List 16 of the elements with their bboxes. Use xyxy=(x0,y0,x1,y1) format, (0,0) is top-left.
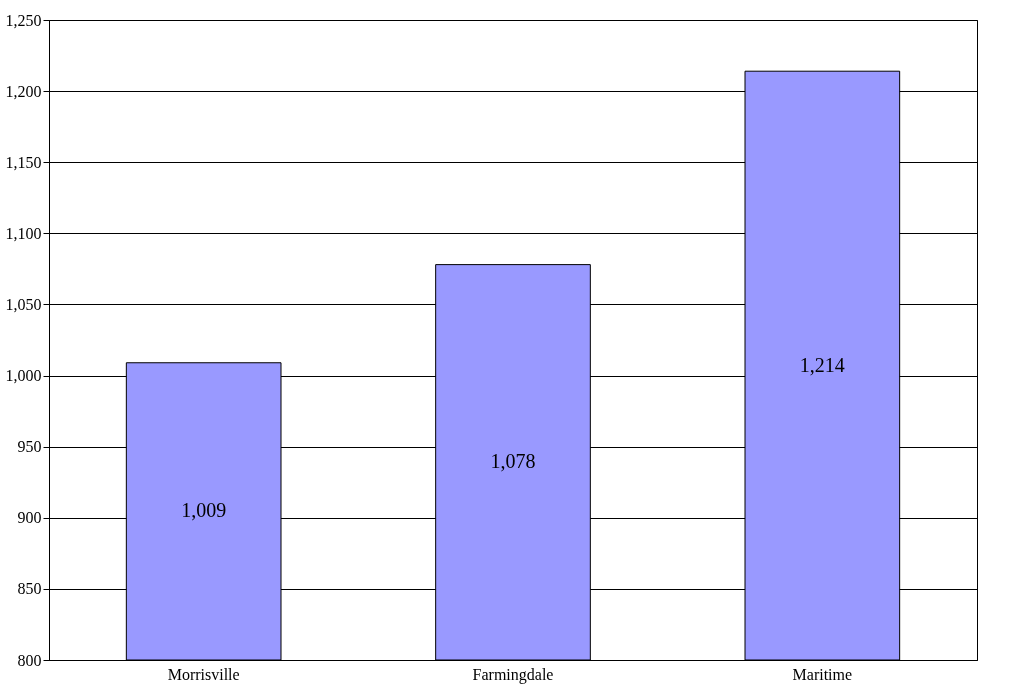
x-tick-label: Farmingdale xyxy=(472,665,554,684)
x-tick-label: Morrisville xyxy=(167,665,240,683)
x-tick-label: Maritime xyxy=(792,665,853,683)
y-tick-label: 1,250 xyxy=(5,11,42,29)
data-label: 1,214 xyxy=(799,353,845,376)
data-label: 1,009 xyxy=(181,499,227,522)
y-tick-label: 800 xyxy=(17,651,42,669)
y-tick-label: 1,050 xyxy=(5,295,42,313)
data-label: 1,078 xyxy=(490,450,536,473)
y-tick-label: 1,200 xyxy=(5,82,42,100)
y-tick-label: 900 xyxy=(17,509,42,527)
y-tick-label: 1,100 xyxy=(5,224,42,242)
y-tick-label: 850 xyxy=(17,580,42,598)
y-tick-label: 1,150 xyxy=(5,153,42,171)
y-tick-label: 950 xyxy=(17,438,42,456)
y-tick-label: 1,000 xyxy=(5,367,42,385)
